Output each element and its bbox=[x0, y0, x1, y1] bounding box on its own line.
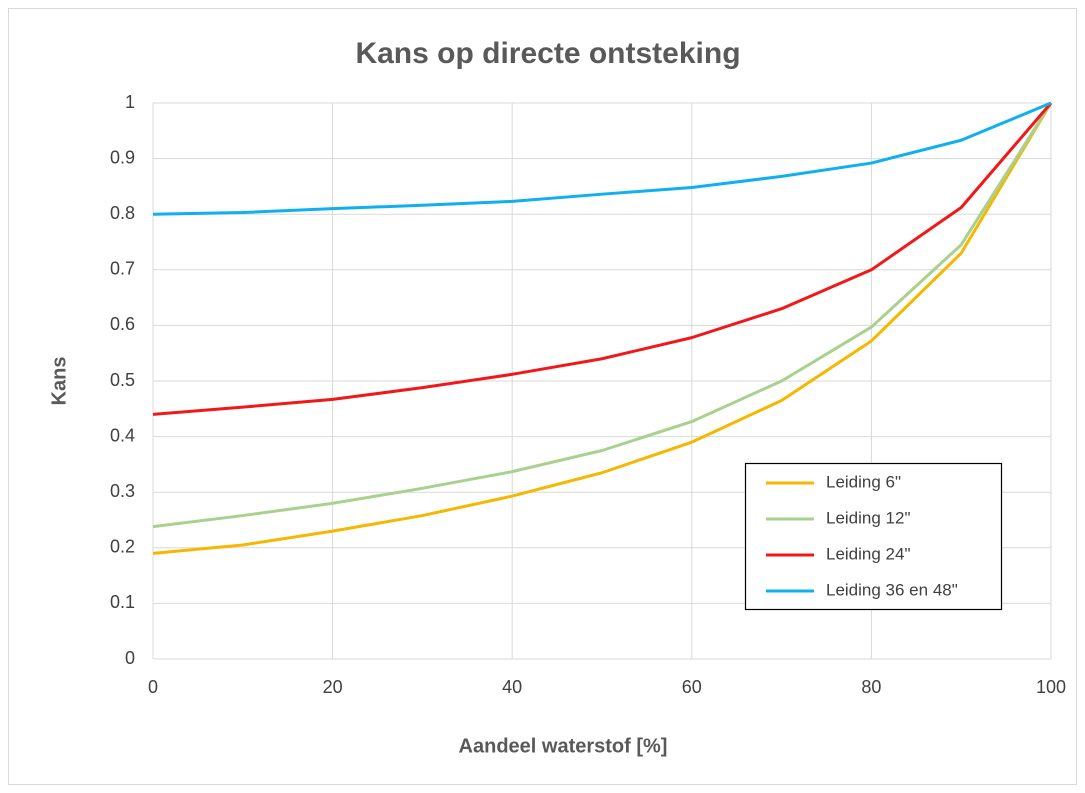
series-line bbox=[152, 102, 1053, 555]
x-tick-label: 20 bbox=[323, 677, 343, 697]
y-tick-label: 0.5 bbox=[110, 370, 135, 390]
legend-label: Leiding 36 en 48" bbox=[826, 580, 958, 599]
legend-label: Leiding 24" bbox=[826, 544, 911, 563]
series-line bbox=[152, 101, 1052, 216]
y-tick-label: 0.4 bbox=[110, 425, 135, 445]
legend-label: Leiding 12" bbox=[826, 508, 911, 527]
y-tick-label: 0.6 bbox=[110, 314, 135, 334]
y-tick-label: 0.7 bbox=[110, 259, 135, 279]
series-line bbox=[152, 102, 1053, 529]
x-tick-label: 100 bbox=[1036, 677, 1066, 697]
x-tick-label: 60 bbox=[682, 677, 702, 697]
y-tick-label: 0.2 bbox=[110, 537, 135, 557]
legend-box bbox=[744, 462, 1003, 611]
legend: Leiding 6" Leiding 12" Leiding 24" Leiding … bbox=[744, 462, 1003, 611]
y-tick-label: 0.8 bbox=[110, 203, 135, 223]
x-tick-label: 80 bbox=[861, 677, 881, 697]
series-line bbox=[152, 102, 1053, 416]
y-tick-label: 1 bbox=[125, 92, 135, 112]
x-tick-label: 40 bbox=[502, 677, 522, 697]
y-tick-label: 0.3 bbox=[110, 481, 135, 501]
chart-border bbox=[8, 8, 1077, 785]
y-tick-label: 0.1 bbox=[110, 592, 135, 612]
y-axis-label: Kans bbox=[48, 357, 70, 406]
y-tick-label: 0 bbox=[125, 648, 135, 668]
legend-label: Leiding 6" bbox=[826, 472, 901, 491]
chart-title: Kans op directe ontsteking bbox=[355, 37, 740, 70]
x-axis-label: Aandeel waterstof [%] bbox=[459, 735, 668, 757]
x-tick-label: 0 bbox=[148, 677, 158, 697]
y-tick-label: 0.9 bbox=[110, 147, 135, 167]
